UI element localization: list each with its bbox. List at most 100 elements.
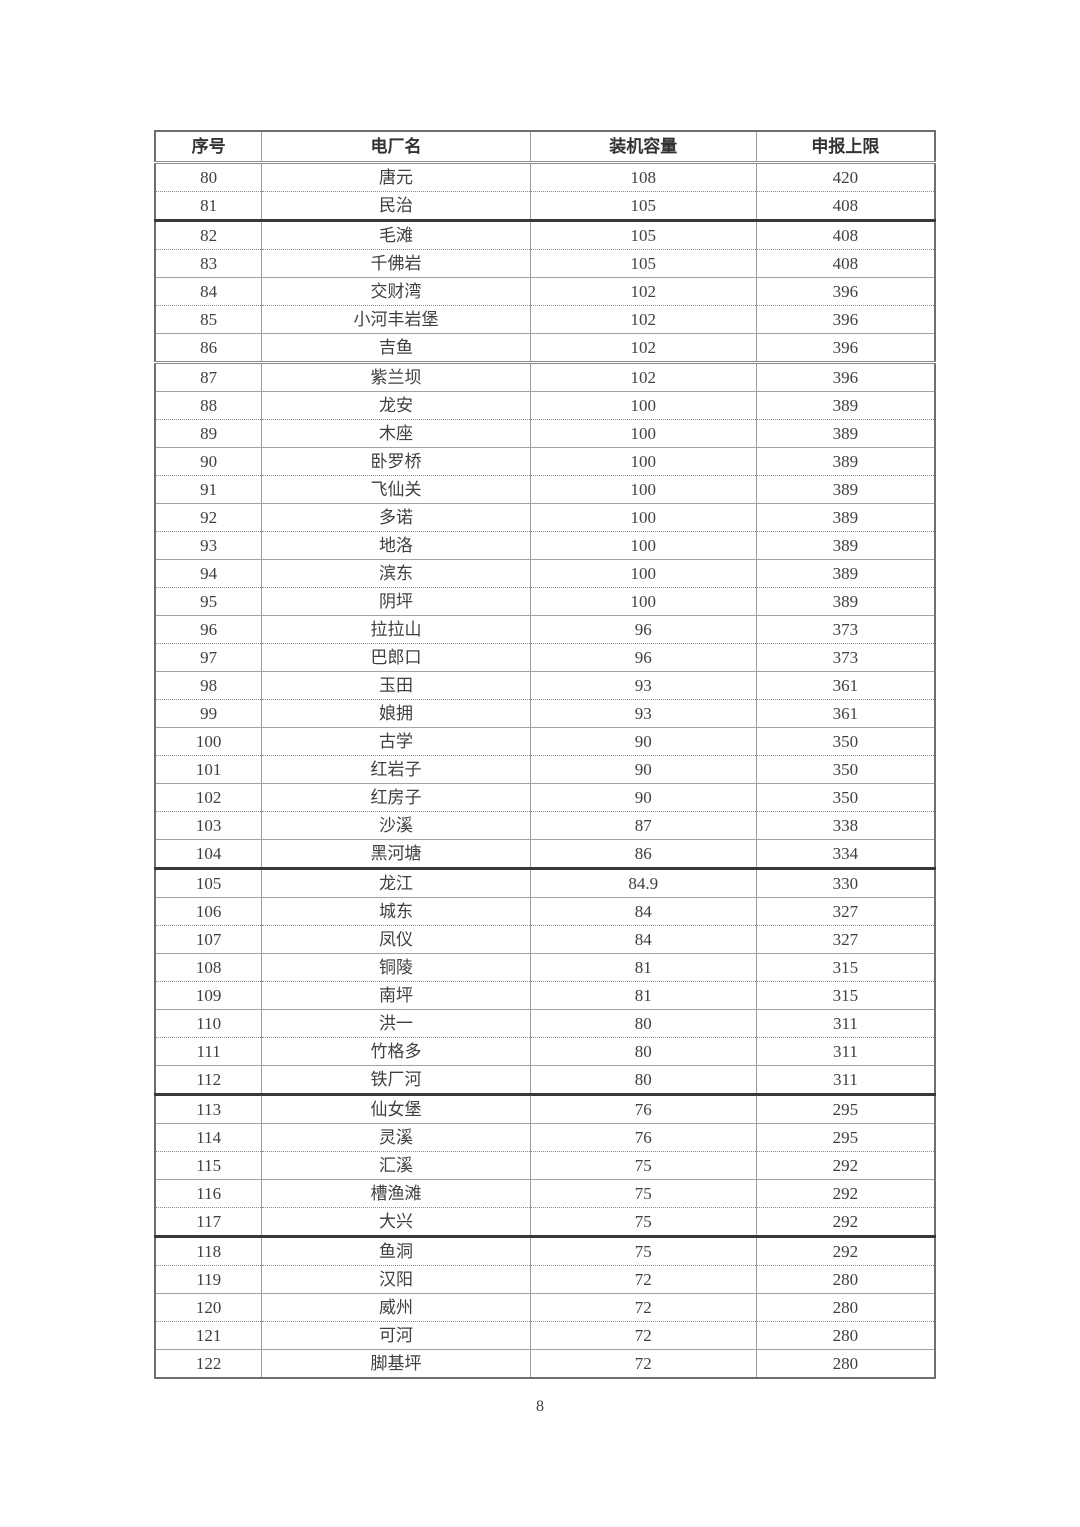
cell-capacity: 80 [529, 1065, 757, 1096]
cell-index: 87 [154, 362, 263, 392]
cell-capacity: 96 [529, 643, 757, 672]
table-row: 97 巴郎口 96 373 [154, 643, 936, 672]
cell-index: 89 [154, 419, 263, 448]
cell-limit: 295 [755, 1123, 936, 1152]
cell-capacity: 76 [529, 1123, 757, 1152]
cell-plant-name: 娘拥 [261, 699, 531, 728]
cell-limit: 373 [755, 615, 936, 644]
table-row: 108 铜陵 81 315 [154, 953, 936, 982]
cell-plant-name: 吉鱼 [261, 333, 531, 364]
table-row: 92 多诺 100 389 [154, 503, 936, 532]
header-capacity: 装机容量 [529, 131, 757, 164]
page-number: 8 [536, 1398, 544, 1415]
cell-limit: 311 [755, 1009, 936, 1038]
cell-limit: 389 [755, 587, 936, 616]
header-index: 序号 [154, 131, 263, 164]
cell-capacity: 105 [529, 249, 757, 278]
cell-plant-name: 巴郎口 [261, 643, 531, 672]
table-row: 83 千佛岩 105 408 [154, 249, 936, 278]
table-row: 118 鱼洞 75 292 [154, 1236, 936, 1266]
cell-plant-name: 地洛 [261, 531, 531, 560]
table-row: 106 城东 84 327 [154, 897, 936, 926]
cell-plant-name: 洪一 [261, 1009, 531, 1038]
cell-index: 120 [154, 1293, 263, 1322]
table-row: 88 龙安 100 389 [154, 391, 936, 420]
cell-index: 96 [154, 615, 263, 644]
cell-index: 117 [154, 1207, 263, 1238]
table-row: 93 地洛 100 389 [154, 531, 936, 560]
cell-capacity: 100 [529, 503, 757, 532]
cell-index: 98 [154, 671, 263, 700]
cell-plant-name: 木座 [261, 419, 531, 448]
cell-limit: 292 [755, 1151, 936, 1180]
table-row: 90 卧罗桥 100 389 [154, 447, 936, 476]
cell-index: 91 [154, 475, 263, 504]
cell-capacity: 75 [529, 1179, 757, 1208]
cell-plant-name: 千佛岩 [261, 249, 531, 278]
table-row: 96 拉拉山 96 373 [154, 615, 936, 644]
cell-plant-name: 汇溪 [261, 1151, 531, 1180]
cell-capacity: 84 [529, 925, 757, 954]
table-body: 80 唐元 108 420 81 民治 105 408 82 毛滩 105 408 83 千佛岩 105 40… [154, 162, 936, 1379]
cell-limit: 311 [755, 1065, 936, 1096]
table-row: 121 可河 72 280 [154, 1321, 936, 1350]
cell-capacity: 102 [529, 333, 757, 364]
cell-plant-name: 红房子 [261, 783, 531, 812]
cell-capacity: 87 [529, 811, 757, 840]
cell-capacity: 100 [529, 419, 757, 448]
cell-limit: 389 [755, 447, 936, 476]
table-row: 111 竹格多 80 311 [154, 1037, 936, 1066]
cell-limit: 350 [755, 727, 936, 756]
cell-capacity: 100 [529, 447, 757, 476]
header-limit: 申报上限 [755, 131, 936, 164]
cell-plant-name: 交财湾 [261, 277, 531, 306]
table-row: 115 汇溪 75 292 [154, 1151, 936, 1180]
cell-plant-name: 黑河塘 [261, 839, 531, 870]
cell-index: 97 [154, 643, 263, 672]
table-row: 102 红房子 90 350 [154, 783, 936, 812]
cell-capacity: 102 [529, 305, 757, 334]
cell-capacity: 90 [529, 755, 757, 784]
cell-plant-name: 城东 [261, 897, 531, 926]
cell-limit: 361 [755, 699, 936, 728]
cell-index: 103 [154, 811, 263, 840]
cell-capacity: 90 [529, 783, 757, 812]
table-row: 116 槽渔滩 75 292 [154, 1179, 936, 1208]
cell-plant-name: 紫兰坝 [261, 362, 531, 392]
table-row: 98 玉田 93 361 [154, 671, 936, 700]
cell-limit: 389 [755, 419, 936, 448]
cell-limit: 396 [755, 333, 936, 364]
table-row: 114 灵溪 76 295 [154, 1123, 936, 1152]
table-row: 89 木座 100 389 [154, 419, 936, 448]
cell-limit: 334 [755, 839, 936, 870]
cell-capacity: 86 [529, 839, 757, 870]
cell-capacity: 84 [529, 897, 757, 926]
cell-capacity: 102 [529, 362, 757, 392]
cell-limit: 389 [755, 503, 936, 532]
table-row: 105 龙江 84.9 330 [154, 868, 936, 898]
cell-index: 106 [154, 897, 263, 926]
cell-limit: 408 [755, 220, 936, 250]
table-row: 99 娘拥 93 361 [154, 699, 936, 728]
cell-limit: 396 [755, 362, 936, 392]
cell-capacity: 72 [529, 1293, 757, 1322]
cell-index: 84 [154, 277, 263, 306]
cell-plant-name: 威州 [261, 1293, 531, 1322]
cell-capacity: 81 [529, 981, 757, 1010]
cell-plant-name: 铜陵 [261, 953, 531, 982]
cell-capacity: 76 [529, 1094, 757, 1124]
cell-plant-name: 大兴 [261, 1207, 531, 1238]
cell-index: 110 [154, 1009, 263, 1038]
table-header: 序号 电厂名 装机容量 申报上限 [154, 131, 936, 164]
cell-plant-name: 毛滩 [261, 220, 531, 250]
cell-plant-name: 阴坪 [261, 587, 531, 616]
cell-limit: 420 [755, 162, 936, 192]
cell-plant-name: 多诺 [261, 503, 531, 532]
cell-capacity: 105 [529, 191, 757, 222]
cell-limit: 389 [755, 559, 936, 588]
cell-limit: 389 [755, 475, 936, 504]
table-row: 122 脚基坪 72 280 [154, 1349, 936, 1379]
cell-limit: 408 [755, 191, 936, 222]
cell-capacity: 108 [529, 162, 757, 192]
cell-plant-name: 槽渔滩 [261, 1179, 531, 1208]
